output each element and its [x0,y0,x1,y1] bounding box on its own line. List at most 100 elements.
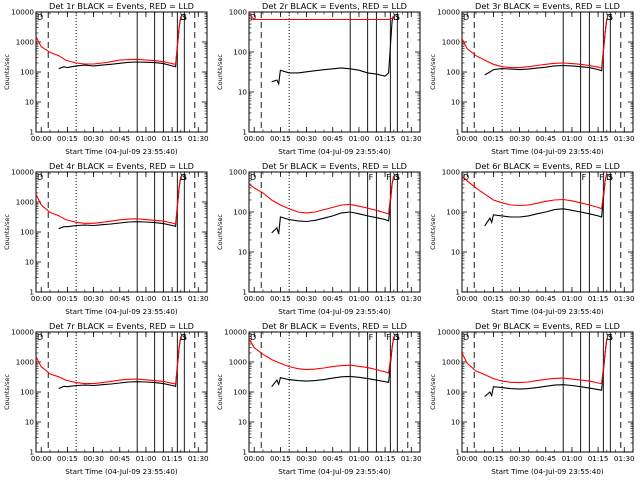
plot-frame [35,331,208,453]
plot-frame [461,11,634,133]
x-tick-label: 01:15 [162,134,183,143]
plot-frame [461,331,634,453]
plot-frame [35,11,208,133]
event-annotation: D [463,13,469,22]
x-tick-label: 00:15 [270,134,291,143]
x-axis-label: Start Time (04-Jul-09 23:55:40) [278,307,391,316]
events-series-line [58,176,182,230]
event-annotation: D [37,333,43,342]
chart-panel: Det 3r BLACK = Events, RED = LLD 1 10 100 10… [429,1,635,156]
event-annotation: S [608,13,613,22]
y-tick-label: 10 [25,258,35,267]
x-tick-label: 00:15 [57,134,78,143]
x-axis-label: Start Time (04-Jul-09 23:55:40) [278,467,391,476]
x-tick-label: 00:15 [57,294,78,303]
plot-frame [248,331,421,453]
events-series-line [271,15,395,86]
y-tick-label: 100 [446,68,460,77]
lld-series-line [248,336,395,374]
y-tick-label: 1000 [229,8,248,17]
event-annotation: D [37,13,43,22]
x-tick-label: 00:30 [83,294,104,303]
x-axis-label: Start Time (04-Jul-09 23:55:40) [491,307,604,316]
x-axis-label: Start Time (04-Jul-09 23:55:40) [65,307,178,316]
y-tick-label: 10000 [11,8,34,17]
y-tick-label: 1 [29,288,34,297]
lld-series-line [35,336,182,385]
chart-panel: Det 2r BLACK = Events, RED = LLD 1 10 100 10… [216,1,422,156]
chart-panel: Det 9r BLACK = Events, RED = LLD 1 10 100 10… [429,321,635,476]
lld-series-line [461,18,608,69]
event-annotation: S [182,333,187,342]
y-tick-label: 10 [25,98,35,107]
x-tick-label: 01:00 [136,294,157,303]
x-tick-label: 01:15 [588,294,609,303]
x-tick-label: 01:00 [562,134,583,143]
x-tick-label: 00:00 [31,294,52,303]
lld-series-line [461,173,608,210]
y-tick-label: 100 [446,208,460,217]
y-tick-label: 10 [238,248,248,257]
y-tick-label: 1 [29,128,34,137]
y-axis-label: Counts/sec [3,374,11,410]
x-tick-label: 00:15 [483,294,504,303]
events-series-line [484,18,608,76]
chart-panel: Det 1r BLACK = Events, RED = LLD 1 10 100 10… [3,1,209,156]
event-annotation: F [599,173,604,182]
event-annotation: D [250,333,256,342]
y-tick-label: 100 [233,48,247,57]
x-axis-label: Start Time (04-Jul-09 23:55:40) [491,147,604,156]
x-tick-label: 00:45 [109,134,130,143]
x-tick-label: 00:30 [509,294,530,303]
x-tick-label: 01:30 [188,294,209,303]
event-annotation: S [395,13,400,22]
event-annotation: S [182,13,187,22]
event-annotation: S [395,173,400,182]
lld-series-line [35,16,182,65]
chart-title: Det 1r BLACK = Events, RED = LLD [49,1,194,11]
x-tick-label: 01:15 [588,454,609,463]
y-axis-label: Counts/sec [3,214,11,250]
plot-frame [248,171,421,293]
x-tick-label: 00:45 [535,134,556,143]
x-axis-label: Start Time (04-Jul-09 23:55:40) [65,147,178,156]
x-tick-label: 01:15 [375,294,396,303]
y-tick-label: 10000 [224,328,247,337]
x-tick-label: 00:30 [509,454,530,463]
x-tick-label: 00:00 [457,454,478,463]
y-tick-label: 1 [242,128,247,137]
event-annotation: D [37,173,43,182]
y-tick-label: 10 [238,418,248,427]
y-tick-label: 100 [20,68,34,77]
x-tick-label: 00:15 [270,294,291,303]
y-axis-label: Counts/sec [429,374,437,410]
chart-panel: Det 8r BLACK = Events, RED = LLD 1 10 100 10… [216,321,422,476]
y-axis-label: Counts/sec [216,54,224,90]
y-tick-label: 10000 [437,328,460,337]
chart-panel: Det 6r BLACK = Events, RED = LLD 1 10 100 10… [429,161,635,316]
event-annotation: S [182,173,187,182]
event-annotation: F [386,333,391,342]
x-tick-label: 00:45 [322,294,343,303]
x-tick-label: 00:45 [109,294,130,303]
y-tick-label: 100 [446,388,460,397]
event-annotation: D [606,173,612,182]
chart-title: Det 8r BLACK = Events, RED = LLD [262,321,407,331]
x-tick-label: 00:00 [31,454,52,463]
event-annotation: F [369,173,374,182]
x-tick-label: 01:00 [562,454,583,463]
y-tick-label: 100 [20,228,34,237]
y-tick-label: 1000 [229,168,248,177]
y-tick-label: 1000 [442,168,461,177]
y-tick-label: 10 [25,418,35,427]
y-tick-label: 1 [242,288,247,297]
lld-series-line [248,175,395,215]
event-annotation: D [393,13,399,22]
lld-series-line [35,176,182,225]
x-tick-label: 00:30 [296,134,317,143]
chart-title: Det 5r BLACK = Events, RED = LLD [262,161,407,171]
plot-frame [248,11,421,133]
event-annotation: D [463,173,469,182]
x-tick-label: 00:15 [57,454,78,463]
